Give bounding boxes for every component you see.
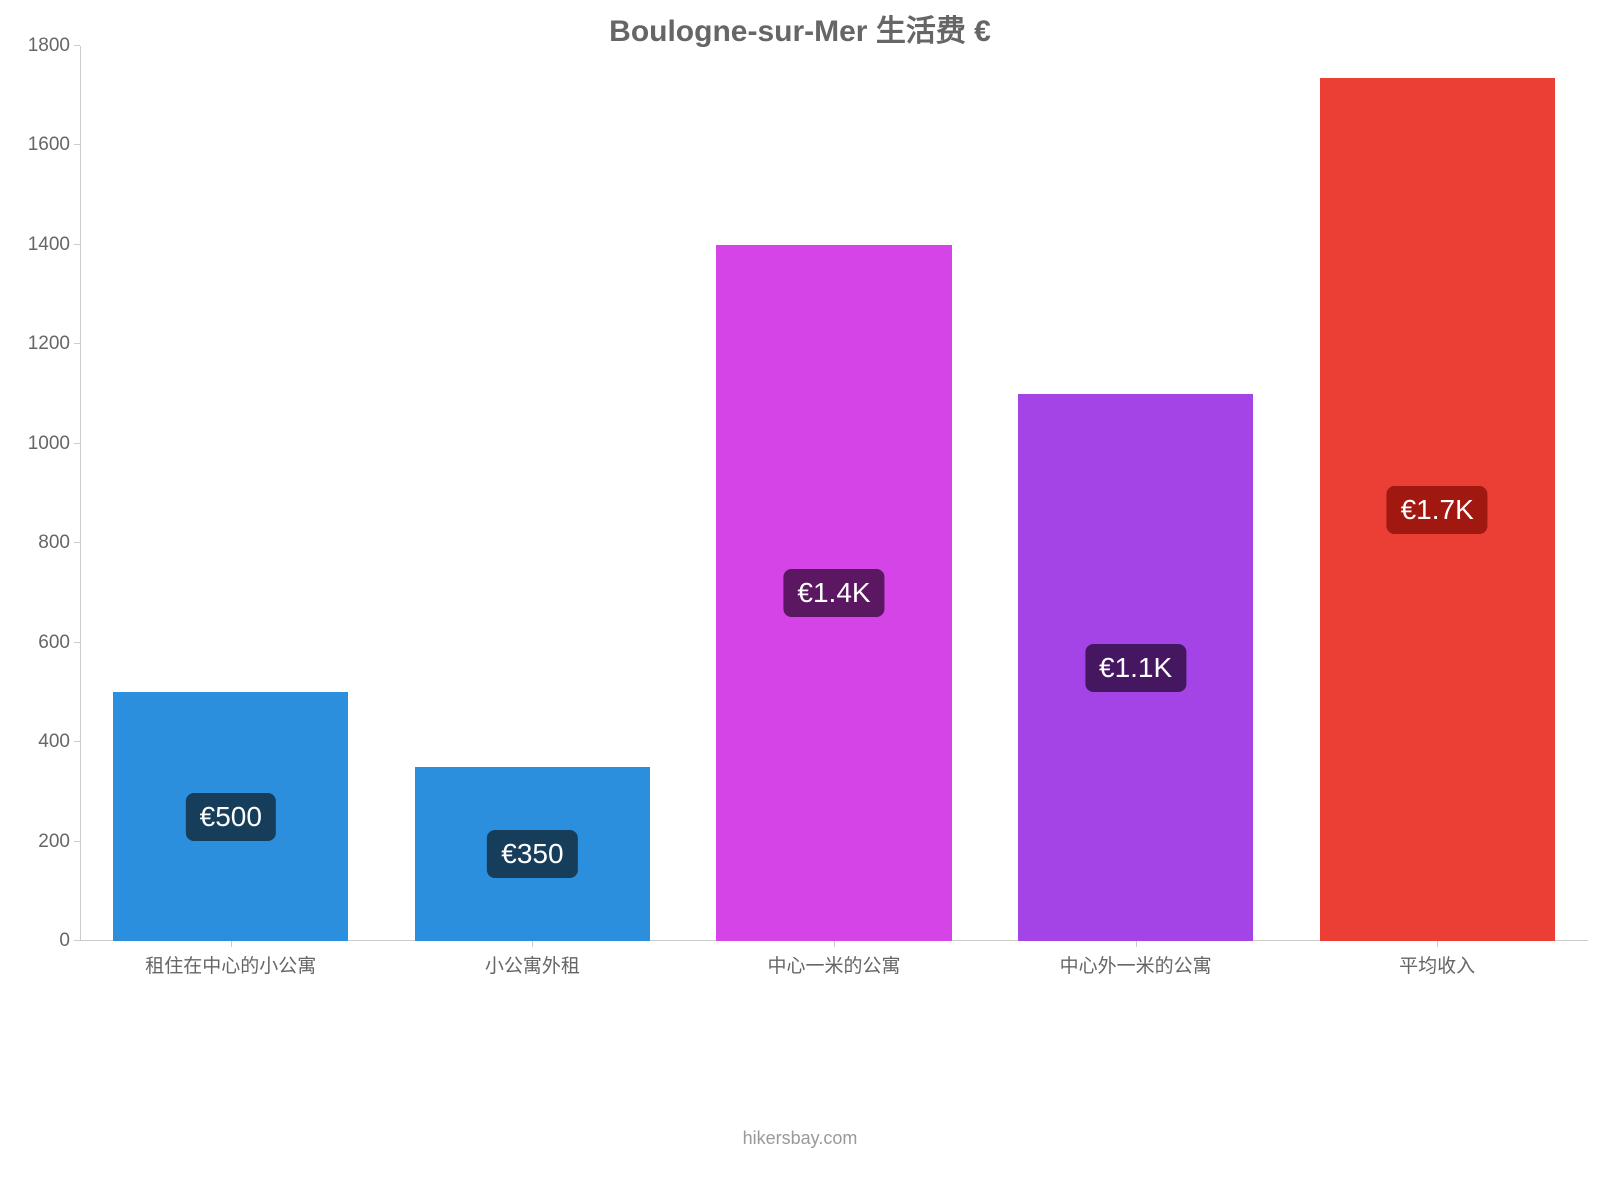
- x-tick-mark: [1136, 941, 1137, 947]
- y-tick-label: 1200: [28, 333, 70, 355]
- x-tick-mark: [834, 941, 835, 947]
- chart-title: Boulogne-sur-Mer 生活费 €: [0, 6, 1600, 50]
- plot-area: 020040060080010001200140016001800€500租住在…: [80, 46, 1588, 941]
- y-tick-label: 1000: [28, 433, 70, 455]
- y-tick-label: 800: [38, 532, 70, 554]
- attribution-footer: hikersbay.com: [0, 1128, 1600, 1149]
- y-tick-label: 1400: [28, 234, 70, 256]
- y-tick-label: 400: [38, 731, 70, 753]
- x-tick-label: 租住在中心的小公寓: [145, 951, 316, 978]
- x-tick-label: 小公寓外租: [485, 951, 580, 978]
- value-badge: €500: [186, 793, 276, 841]
- y-tick-mark: [74, 940, 80, 941]
- x-tick-label: 中心一米的公寓: [767, 951, 900, 978]
- value-badge: €1.4K: [783, 569, 884, 617]
- x-tick-mark: [1437, 941, 1438, 947]
- chart-container: Boulogne-sur-Mer 生活费 € 02004006008001000…: [0, 0, 1600, 1200]
- x-tick-mark: [231, 941, 232, 947]
- y-axis-line: [80, 46, 81, 941]
- y-tick-mark: [74, 741, 80, 742]
- value-badge: €1.1K: [1085, 644, 1186, 692]
- y-tick-label: 200: [38, 831, 70, 853]
- y-tick-label: 600: [38, 632, 70, 654]
- y-tick-label: 1600: [28, 134, 70, 156]
- y-tick-mark: [74, 343, 80, 344]
- x-tick-mark: [532, 941, 533, 947]
- y-tick-mark: [74, 443, 80, 444]
- y-tick-mark: [74, 642, 80, 643]
- x-tick-label: 中心外一米的公寓: [1060, 951, 1212, 978]
- y-tick-label: 0: [59, 930, 70, 952]
- y-tick-mark: [74, 144, 80, 145]
- x-tick-label: 平均收入: [1399, 951, 1475, 978]
- y-tick-label: 1800: [28, 35, 70, 57]
- y-tick-mark: [74, 45, 80, 46]
- y-tick-mark: [74, 244, 80, 245]
- value-badge: €350: [487, 830, 577, 878]
- value-badge: €1.7K: [1387, 486, 1488, 534]
- y-tick-mark: [74, 841, 80, 842]
- y-tick-mark: [74, 542, 80, 543]
